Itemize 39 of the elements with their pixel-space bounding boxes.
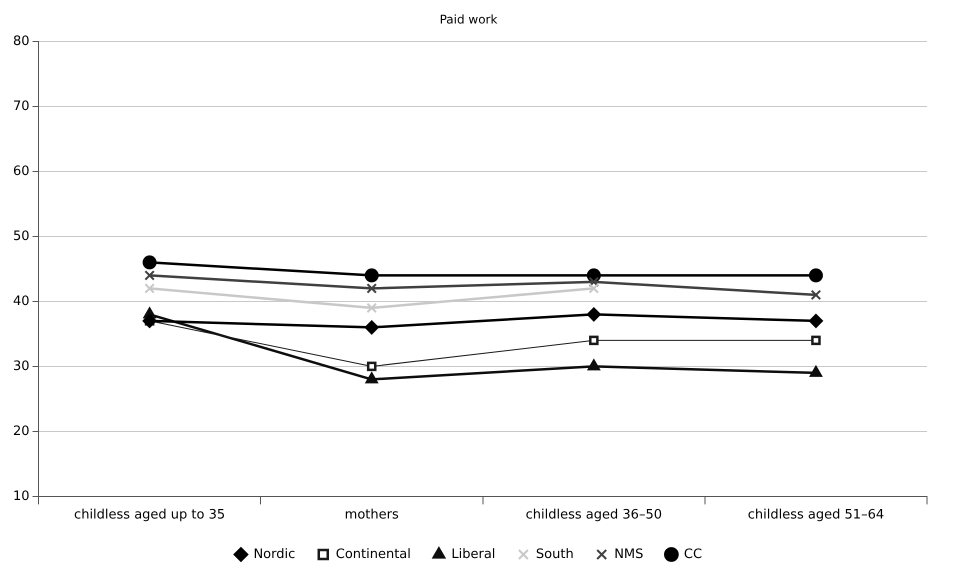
point xyxy=(142,314,157,328)
legend-label: Continental xyxy=(336,546,411,562)
y-tick-label: 30 xyxy=(12,358,30,374)
point xyxy=(366,362,376,372)
x-tick-label: mothers xyxy=(344,508,399,523)
y-tick-label: 60 xyxy=(12,164,30,179)
point xyxy=(810,366,822,377)
legend-label: Nordic xyxy=(253,546,296,562)
point xyxy=(808,268,823,282)
point xyxy=(144,270,155,281)
point xyxy=(144,283,155,294)
legend-label: South xyxy=(536,546,574,562)
point xyxy=(810,290,822,300)
legend-label: NMS xyxy=(614,546,644,562)
y-tick-label: 50 xyxy=(12,228,30,244)
point xyxy=(811,336,821,346)
point xyxy=(586,307,601,322)
y-tick-label: 40 xyxy=(12,294,30,309)
y-tick-label: 20 xyxy=(12,424,30,439)
point xyxy=(366,302,377,314)
chart-title: Paid work xyxy=(440,12,498,26)
point xyxy=(364,320,379,334)
legend-label: CC xyxy=(684,546,702,562)
y-tick-label: 70 xyxy=(12,98,30,114)
x-tick-label: childless aged 51–64 xyxy=(748,508,884,523)
point xyxy=(366,372,378,384)
point xyxy=(808,314,823,328)
y-tick-label: 10 xyxy=(12,488,30,504)
point xyxy=(366,283,377,294)
point xyxy=(588,283,600,294)
x-tick-label: childless aged up to 35 xyxy=(74,508,226,523)
point xyxy=(588,359,600,370)
point xyxy=(142,255,157,270)
y-tick-label: 80 xyxy=(12,34,30,49)
point xyxy=(589,336,599,346)
point xyxy=(364,268,379,282)
x-tick-label: childless aged 36–50 xyxy=(526,508,662,523)
point xyxy=(588,276,600,288)
legend-label: Liberal xyxy=(451,546,496,562)
